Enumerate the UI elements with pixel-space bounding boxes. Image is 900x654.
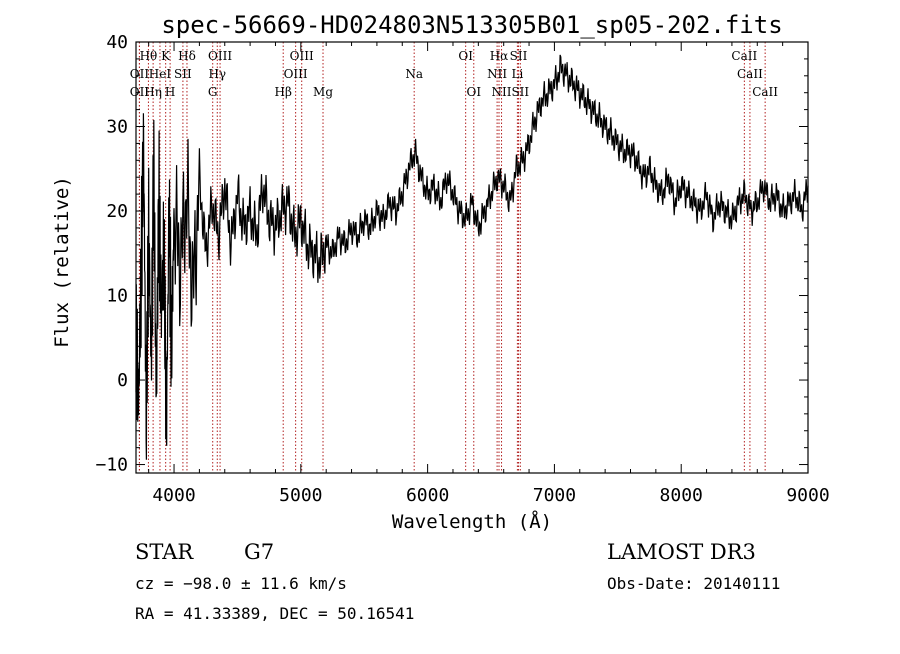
line-label: NII bbox=[492, 85, 512, 99]
chart-title: spec-56669-HD024803N513305B01_sp05-202.f… bbox=[161, 11, 782, 39]
line-label: Hγ bbox=[208, 67, 226, 81]
line-label: K bbox=[161, 49, 171, 63]
line-label: Na bbox=[405, 67, 423, 81]
line-label: OI bbox=[458, 49, 473, 63]
x-tick-label: 6000 bbox=[406, 485, 449, 506]
x-tick-label: 9000 bbox=[786, 485, 829, 506]
line-label: SII bbox=[174, 67, 192, 81]
line-label: CaII bbox=[752, 85, 778, 99]
spectral-subclass: G7 bbox=[244, 540, 274, 564]
line-label: OII bbox=[130, 67, 150, 81]
line-label: OI bbox=[466, 85, 481, 99]
y-tick-label: 20 bbox=[106, 201, 128, 222]
y-axis-label: Flux (relative) bbox=[51, 176, 73, 348]
y-axis: −10 0 10 20 30 40 bbox=[95, 32, 808, 476]
line-label: Li bbox=[511, 67, 523, 81]
plot-frame bbox=[135, 41, 809, 474]
line-label: G bbox=[208, 85, 218, 99]
observation-date: Obs-Date: 20140111 bbox=[607, 574, 780, 593]
y-tick-label: 40 bbox=[106, 32, 128, 53]
line-label: Hα bbox=[490, 49, 509, 63]
line-label: OIII bbox=[208, 49, 232, 63]
line-label: H bbox=[165, 85, 175, 99]
spectral-line-markers bbox=[138, 42, 766, 473]
x-tick-label: 5000 bbox=[279, 485, 322, 506]
object-type: STAR bbox=[135, 540, 194, 564]
line-label: CaII bbox=[731, 49, 757, 63]
spectrum-trace bbox=[135, 54, 809, 460]
x-tick-label: 4000 bbox=[152, 485, 195, 506]
survey-name: LAMOST DR3 bbox=[607, 540, 756, 564]
line-label: HeI bbox=[149, 67, 172, 81]
redshift-value: cz = −98.0 ± 11.6 km/s bbox=[135, 574, 347, 593]
line-label: SII bbox=[511, 85, 529, 99]
line-label: Hβ bbox=[275, 85, 292, 99]
x-axis-label: Wavelength (Å) bbox=[392, 510, 552, 533]
sky-coordinates: RA = 41.33389, DEC = 50.16541 bbox=[135, 604, 414, 623]
y-tick-label: 10 bbox=[106, 286, 128, 307]
line-label: Hθ bbox=[140, 49, 158, 63]
y-tick-label: 30 bbox=[106, 117, 128, 138]
x-tick-label: 8000 bbox=[660, 485, 703, 506]
y-tick-label: 0 bbox=[117, 370, 128, 391]
line-label: SII bbox=[510, 49, 528, 63]
x-tick-label: 7000 bbox=[533, 485, 576, 506]
line-label: OIII bbox=[284, 67, 308, 81]
line-label: Hδ bbox=[178, 49, 196, 63]
y-tick-label: −10 bbox=[95, 455, 128, 476]
line-label: Hη bbox=[144, 85, 162, 99]
line-label: OIII bbox=[290, 49, 314, 63]
line-label: NII bbox=[487, 67, 507, 81]
x-axis: 4000 5000 6000 7000 8000 9000 bbox=[148, 42, 830, 506]
spectral-line-labels: OII OII Hθ Hη HeI K H SII Hδ OIII Hγ G Hβ OIII OIII Mg N… bbox=[130, 49, 779, 99]
line-label: OII bbox=[130, 85, 150, 99]
line-label: Mg bbox=[313, 85, 333, 99]
line-label: CaII bbox=[737, 67, 763, 81]
